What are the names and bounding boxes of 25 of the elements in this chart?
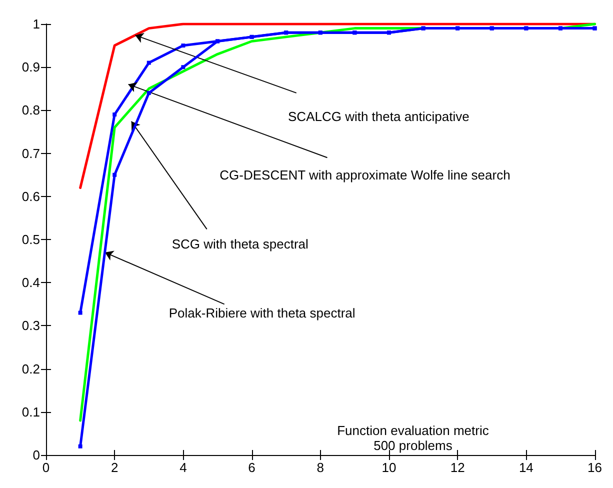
x-tick-label: 4 (180, 460, 187, 475)
x-tick-label: 16 (588, 460, 602, 475)
y-tick-label: 0.6 (22, 188, 40, 204)
annotation: SCALCG with theta anticipative (288, 109, 470, 124)
y-tick-label: 0.4 (22, 275, 40, 290)
y-tick-label: 0.9 (22, 60, 40, 75)
y-tick-label: 0.5 (22, 232, 40, 247)
annotation: Polak-Ribiere with theta spectral (168, 305, 356, 320)
y-tick-label: 1 (32, 16, 40, 32)
annotation: CG-DESCENT with approximate Wolfe line search (220, 167, 510, 182)
x-tick-label: 14 (518, 460, 534, 475)
annotation: Function evaluation metric 500 problems (337, 422, 490, 453)
y-tick-label: 0.1 (22, 404, 40, 420)
y-tick-label: 0.2 (22, 361, 40, 376)
x-tick-label: 0 (42, 460, 50, 475)
y-tick-label: 0.7 (22, 146, 40, 161)
annotation: SCG with theta spectral (172, 236, 309, 252)
y-tick-label: 0.3 (22, 318, 40, 334)
x-tick-label: 8 (316, 460, 324, 475)
x-tick-label: 10 (382, 460, 396, 475)
y-tick-label: 0 (32, 448, 40, 462)
y-tick-label: 0.8 (22, 102, 40, 118)
x-tick-label: 2 (110, 460, 118, 475)
x-tick-label: 6 (248, 460, 256, 475)
x-tick-label: 12 (450, 460, 465, 475)
